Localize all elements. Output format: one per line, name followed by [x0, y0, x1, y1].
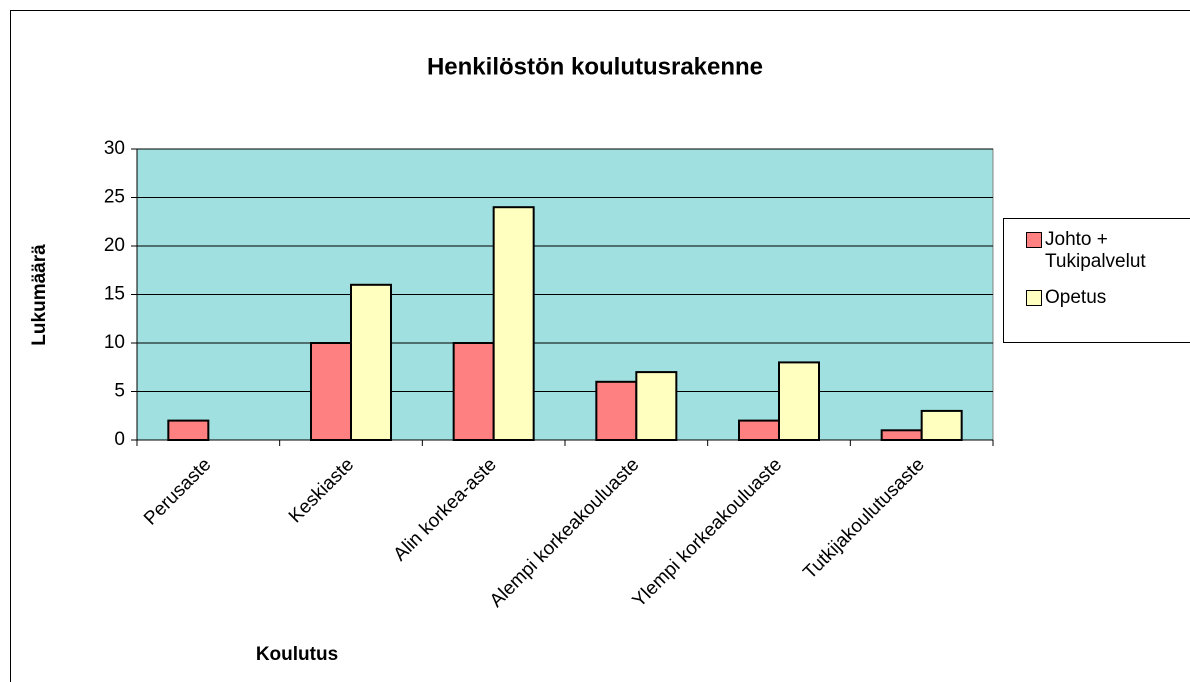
- bar: [350, 283, 392, 441]
- bar: [778, 361, 820, 441]
- y-tick-label: 30: [104, 138, 125, 159]
- bar: [635, 371, 678, 442]
- bar: [452, 342, 495, 441]
- y-tick-label: 5: [114, 381, 125, 402]
- legend-swatch: [1026, 290, 1042, 306]
- y-tick-label: 15: [104, 284, 125, 305]
- y-tick-label: 20: [104, 235, 125, 256]
- chart-title: Henkilöstön koulutusrakenne: [427, 53, 763, 80]
- legend-label: Johto + Tukipalvelut: [1045, 229, 1146, 272]
- y-tick-label: 10: [104, 332, 125, 353]
- bar: [492, 206, 535, 441]
- bar: [310, 342, 352, 441]
- bar: [595, 380, 638, 441]
- y-tick-label: 25: [104, 187, 125, 208]
- bar: [880, 429, 923, 441]
- legend-item: Johto + Tukipalvelut: [1026, 229, 1185, 273]
- y-axis-title: Lukumäärä: [29, 244, 50, 346]
- legend-swatch: [1026, 232, 1042, 248]
- legend-label: Opetus: [1045, 287, 1107, 308]
- legend-item: Opetus: [1026, 287, 1185, 309]
- y-tick-label: 0: [114, 429, 125, 450]
- legend: Johto + Tukipalvelut Opetus: [1003, 218, 1190, 343]
- bar: [920, 409, 963, 441]
- bar: [738, 419, 780, 442]
- x-axis-title: Koulutus: [256, 644, 338, 665]
- bar: [167, 419, 210, 442]
